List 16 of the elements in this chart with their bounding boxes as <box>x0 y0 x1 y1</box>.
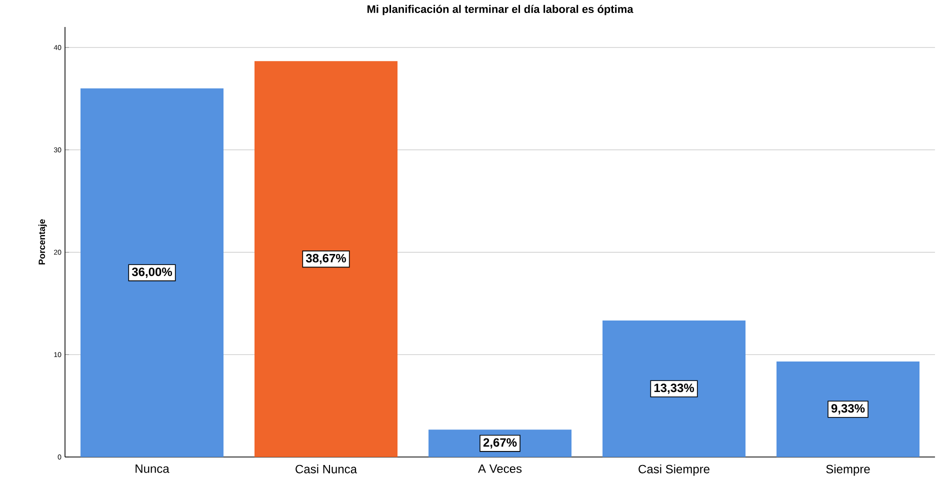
bar <box>776 361 920 457</box>
x-tick-label: A Veces <box>478 464 522 473</box>
data-label: 36,00% <box>132 268 172 278</box>
chart-title: Mi planificación al terminar el día laboral es óptima <box>367 4 634 16</box>
x-tick-label: Casi Siempre <box>638 464 710 476</box>
y-axis-title: Porcentaje <box>38 219 47 264</box>
bar <box>254 61 398 457</box>
bar <box>602 320 746 457</box>
bar <box>80 88 224 457</box>
data-label: 2,67% <box>483 438 517 448</box>
x-tick-label: Casi Nunca <box>296 464 357 474</box>
data-label: 38,67% <box>306 254 346 264</box>
x-tick-label: Nunca <box>136 464 170 473</box>
x-tick-label: Siempre <box>826 464 870 476</box>
data-label: 9,33% <box>831 404 865 414</box>
data-label: 13,33% <box>654 384 694 394</box>
